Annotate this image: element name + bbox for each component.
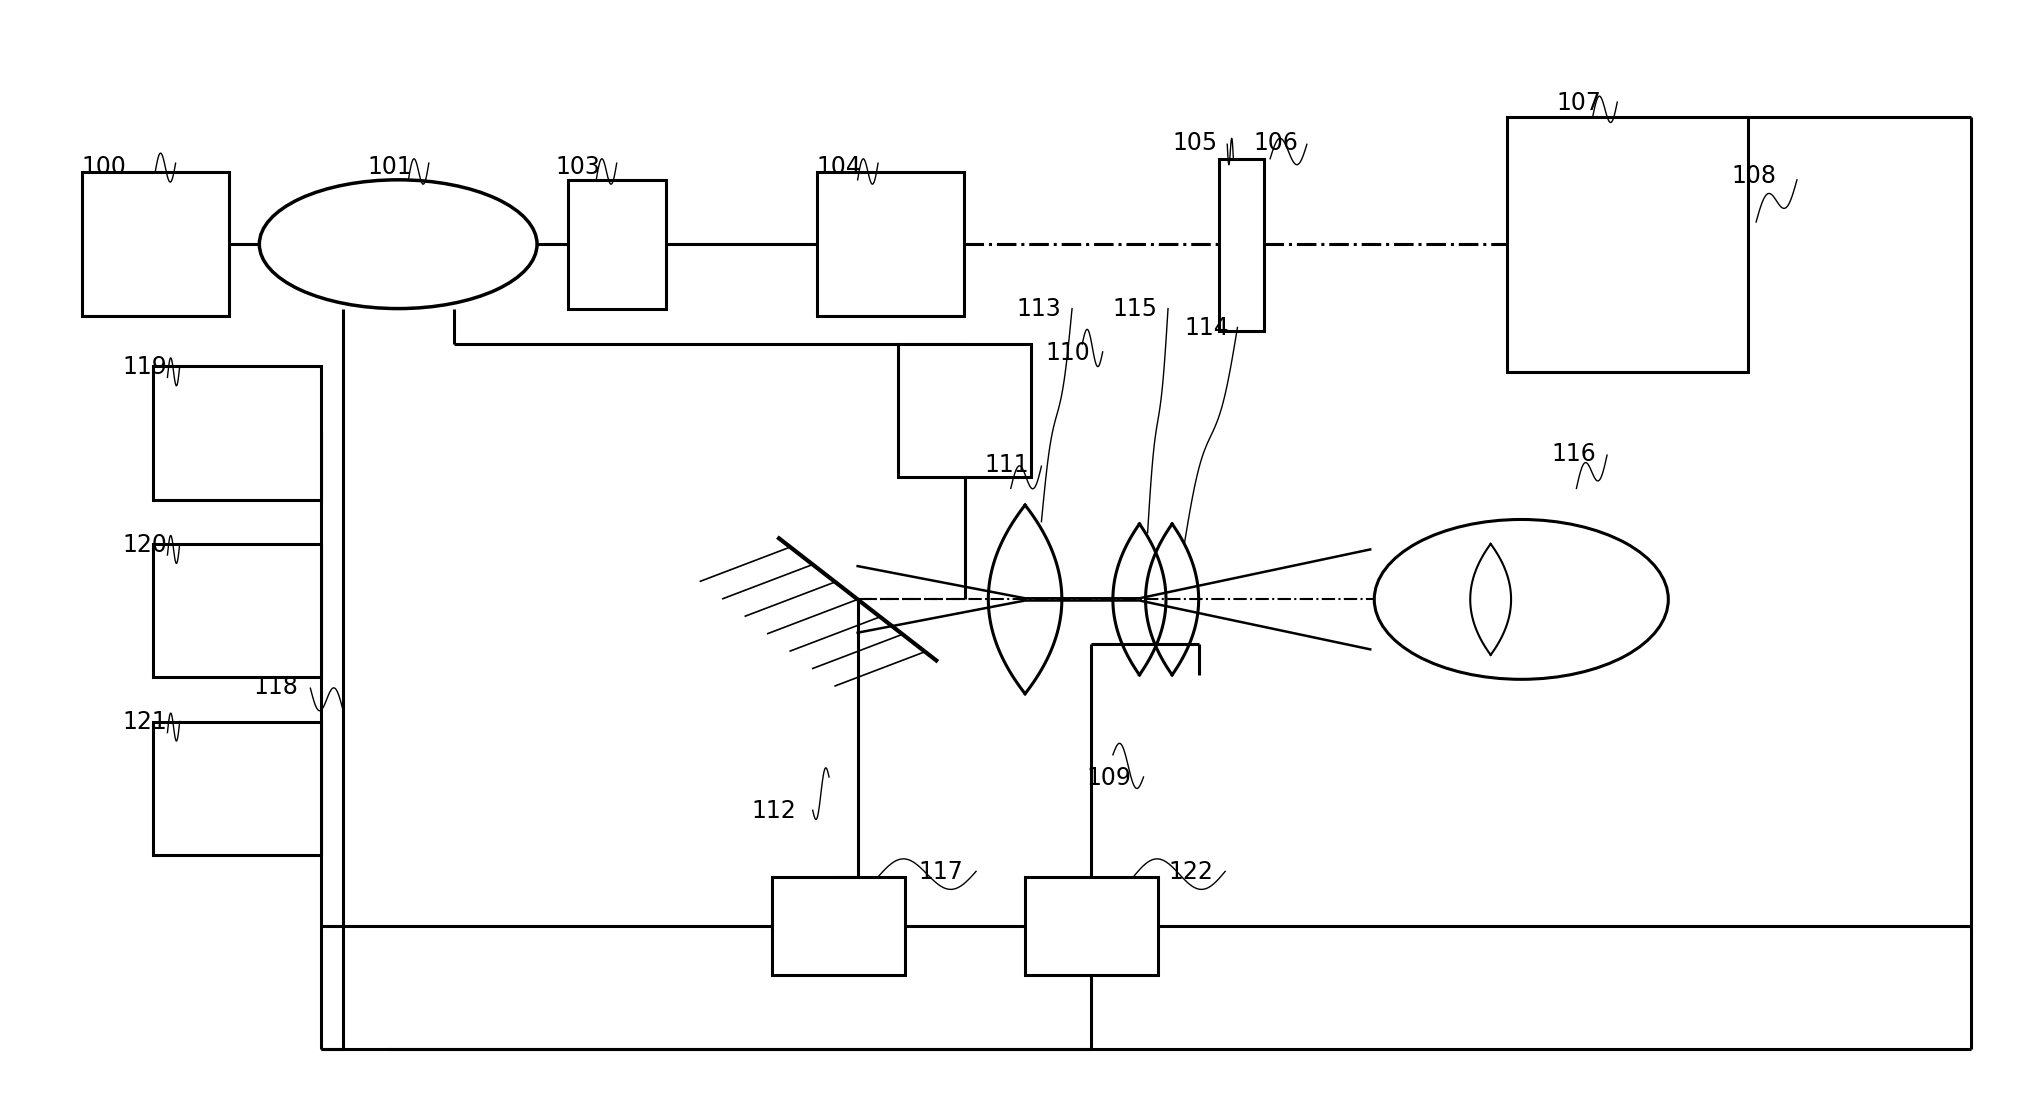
Text: 118: 118 <box>253 675 298 699</box>
Bar <box>1219 159 1264 331</box>
Bar <box>772 877 905 975</box>
Text: 116: 116 <box>1552 442 1597 466</box>
Bar <box>1507 117 1748 372</box>
Bar <box>898 344 1031 477</box>
Text: 110: 110 <box>1046 341 1090 365</box>
Text: 101: 101 <box>368 155 412 180</box>
Bar <box>153 366 321 500</box>
Text: 109: 109 <box>1086 766 1131 790</box>
Bar <box>82 172 229 316</box>
Bar <box>1025 877 1158 975</box>
Bar <box>568 180 666 309</box>
Text: 114: 114 <box>1184 316 1229 341</box>
Text: 117: 117 <box>919 860 964 885</box>
Bar <box>817 172 964 316</box>
Text: 122: 122 <box>1168 860 1213 885</box>
Bar <box>153 544 321 677</box>
Text: 115: 115 <box>1113 297 1158 322</box>
Text: 111: 111 <box>984 453 1029 477</box>
Text: 100: 100 <box>82 155 127 180</box>
Text: 105: 105 <box>1172 131 1217 155</box>
Text: 113: 113 <box>1017 297 1062 322</box>
Text: 121: 121 <box>123 710 167 735</box>
Text: 108: 108 <box>1732 164 1777 189</box>
Text: 103: 103 <box>555 155 600 180</box>
Circle shape <box>1374 519 1668 679</box>
Text: 119: 119 <box>123 355 167 380</box>
Text: 120: 120 <box>123 533 167 557</box>
Bar <box>153 722 321 855</box>
Ellipse shape <box>259 180 537 309</box>
Text: 106: 106 <box>1254 131 1299 155</box>
Text: 104: 104 <box>817 155 862 180</box>
Text: 107: 107 <box>1556 91 1601 115</box>
Text: 112: 112 <box>751 799 796 824</box>
